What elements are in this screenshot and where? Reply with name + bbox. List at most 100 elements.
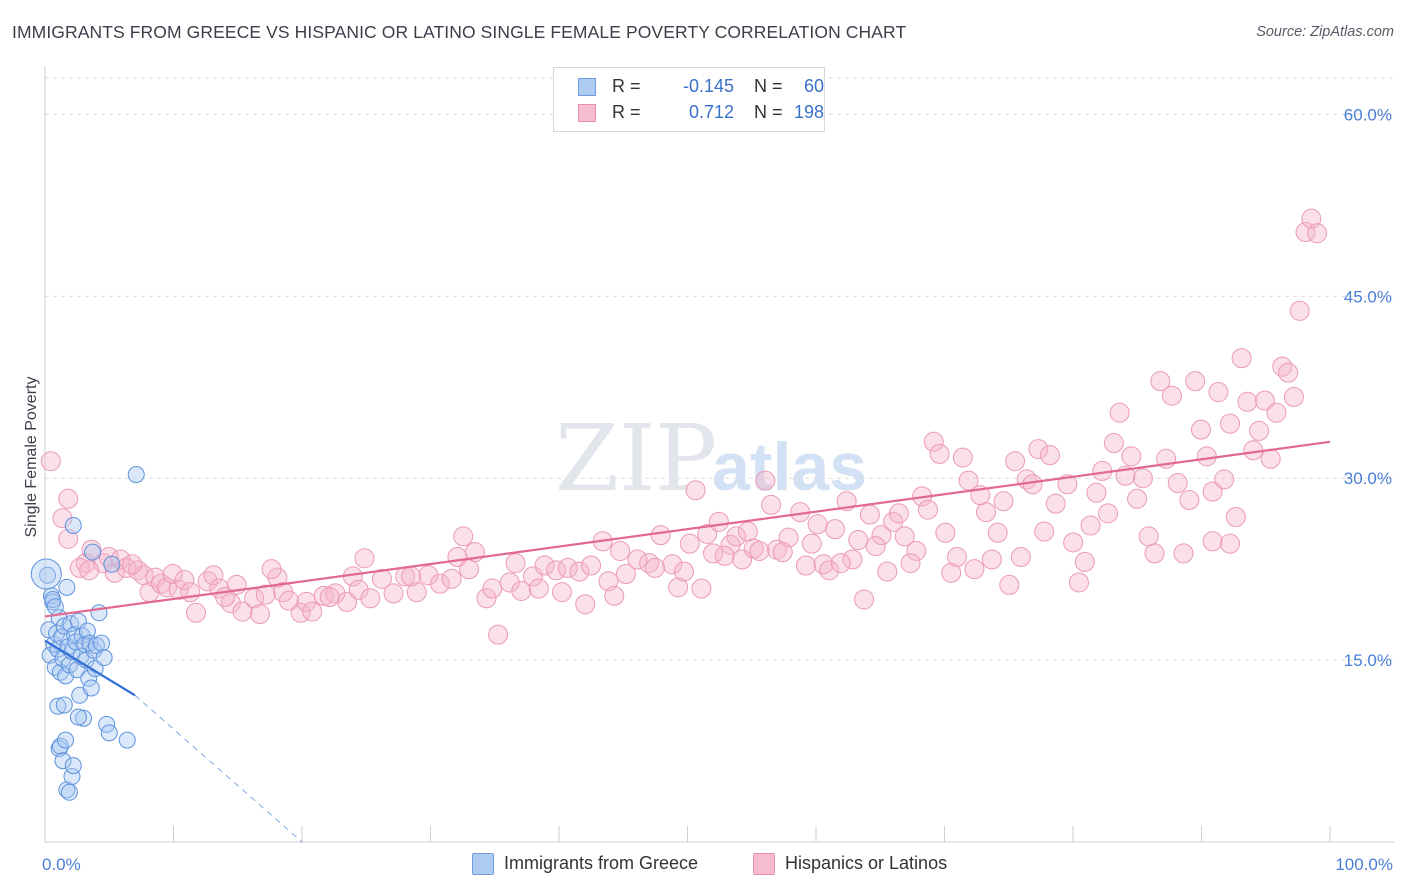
point-hispanics (1127, 488, 1148, 509)
legend-label-greece: Immigrants from Greece (504, 853, 699, 873)
series-legend: Immigrants from Greece Hispanics or Lati… (0, 852, 1406, 878)
point-hispanics (383, 583, 404, 604)
point-hispanics (999, 574, 1020, 595)
point-greece-large (30, 558, 62, 590)
point-hispanics (627, 549, 648, 570)
point-greece (103, 555, 121, 573)
y-tick-label: 15.0% (1344, 651, 1392, 670)
point-greece (80, 669, 98, 687)
point-hispanics (505, 553, 526, 574)
point-greece (93, 634, 111, 652)
grid (45, 77, 1394, 661)
point-hispanics (302, 601, 323, 622)
y-tick-label: 60.0% (1344, 105, 1392, 124)
point-hispanics (1022, 474, 1043, 495)
point-hispanics (662, 554, 683, 575)
point-hispanics (923, 431, 944, 452)
point-hispanics (1132, 468, 1153, 489)
point-hispanics (278, 590, 299, 611)
point-hispanics (534, 555, 555, 576)
point-hispanics (714, 545, 735, 566)
point-hispanics (174, 570, 195, 591)
point-hispanics (482, 578, 503, 599)
point-hispanics (964, 559, 985, 580)
legend-swatch-hispanics (753, 853, 775, 875)
point-greece (60, 783, 78, 801)
point-hispanics (180, 582, 201, 603)
point-hispanics (528, 578, 549, 599)
point-greece (90, 604, 108, 622)
x-tick-label-right: 100.0% (1335, 855, 1393, 874)
point-hispanics (848, 530, 869, 551)
y-tick-label: 45.0% (1344, 287, 1392, 306)
point-greece (55, 696, 73, 714)
point-hispanics (1289, 300, 1310, 321)
legend-label-hispanics: Hispanics or Latinos (785, 853, 948, 873)
point-greece (46, 598, 64, 616)
point-greece (64, 757, 82, 775)
point-greece (58, 578, 76, 596)
point-hispanics (697, 523, 718, 544)
point-hispanics (261, 559, 282, 580)
point-hispanics (1202, 481, 1223, 502)
point-hispanics (52, 508, 73, 529)
point-hispanics (197, 571, 218, 592)
point-hispanics (871, 525, 892, 546)
point-hispanics (400, 566, 421, 587)
point-hispanics (354, 548, 375, 569)
watermark: ZIP atlas (555, 405, 867, 512)
point-hispanics (976, 502, 997, 523)
point-hispanics (795, 555, 816, 576)
source-note: Source: ZipAtlas.com (1256, 24, 1394, 40)
point-hispanics (1173, 543, 1194, 564)
point-hispanics (900, 553, 921, 574)
point-hispanics (1196, 446, 1217, 467)
point-hispanics (1190, 419, 1211, 440)
trend-line-hispanics (44, 440, 1331, 618)
point-hispanics (476, 588, 497, 609)
point-hispanics (813, 554, 834, 575)
point-hispanics (877, 561, 898, 582)
y-tick-label: 30.0% (1344, 469, 1392, 488)
point-hispanics (819, 560, 840, 581)
point-hispanics (1307, 223, 1328, 244)
point-hispanics (40, 451, 61, 472)
point-hispanics (894, 526, 915, 547)
tick-labels: 15.0% 30.0% 45.0% 60.0% 0.0% 100.0% (42, 105, 1393, 874)
point-hispanics (1150, 371, 1171, 392)
point-hispanics (1063, 532, 1084, 553)
point-hispanics (1254, 390, 1275, 411)
point-hispanics (459, 559, 480, 580)
point-hispanics (1208, 382, 1229, 403)
point-hispanics (499, 572, 520, 593)
point-hispanics (772, 542, 793, 563)
legend-n-label: N = (754, 102, 783, 122)
point-hispanics (1005, 451, 1026, 472)
point-hispanics (1272, 356, 1293, 377)
point-hispanics (488, 624, 509, 645)
legend-n-label: N = (754, 76, 783, 96)
watermark-zip: ZIP (555, 405, 717, 512)
point-hispanics (1237, 391, 1258, 412)
point-hispanics (511, 580, 532, 601)
trend-line-greece (44, 639, 136, 697)
point-hispanics (1010, 547, 1031, 568)
legend-swatch-hispanics (578, 104, 596, 122)
point-greece (69, 708, 87, 726)
point-hispanics (807, 514, 828, 535)
point-hispanics (186, 602, 207, 623)
point-hispanics (58, 528, 79, 549)
point-hispanics (1185, 371, 1206, 392)
point-hispanics (888, 503, 909, 524)
point-hispanics (685, 480, 706, 501)
point-greece (63, 768, 81, 786)
point-hispanics (1103, 433, 1124, 454)
point-hispanics (1138, 526, 1159, 547)
point-hispanics (104, 562, 125, 583)
stats-legend: R = -0.145 N = 60 R = 0.712 N = 198 (553, 67, 825, 132)
point-hispanics (162, 563, 183, 584)
point-hispanics (650, 525, 671, 546)
point-hispanics (1086, 482, 1107, 503)
point-hispanics (987, 522, 1008, 543)
legend-r-value: 0.712 (688, 102, 734, 122)
